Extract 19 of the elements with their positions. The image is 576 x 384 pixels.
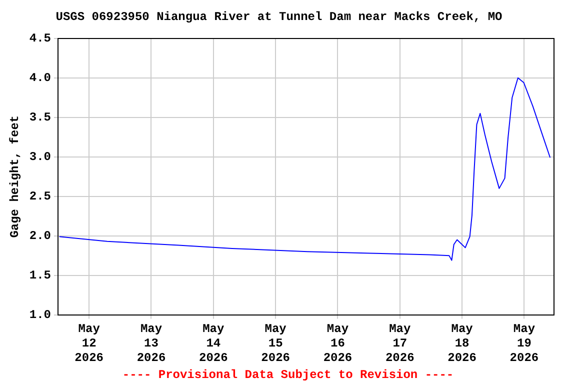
y-tick-label: 4.5	[29, 31, 52, 46]
y-tick-label: 3.0	[29, 150, 52, 164]
x-tick-label: May 15 2026	[261, 322, 290, 365]
y-tick-label: 3.5	[29, 110, 52, 124]
y-tick-label: 1.5	[29, 268, 52, 282]
y-tick-label: 1.0	[29, 308, 52, 322]
x-tick-label: May 12 2026	[74, 322, 104, 365]
y-tick-label: 4.0	[29, 70, 52, 85]
x-tick-label: May 18 2026	[448, 322, 476, 365]
y-tick-label: 2.0	[29, 228, 52, 243]
x-tick-label: May 14 2026	[199, 322, 228, 365]
text: ---- Provisional Data Subject to Revision ----	[122, 368, 454, 382]
y-axis-title: Gage height, feet	[8, 115, 22, 238]
x-tick-label: May 19 2026	[510, 322, 539, 365]
x-tick-label: May 17 2026	[385, 322, 414, 365]
y-tick-label: 2.5	[29, 189, 52, 204]
x-tick-label: May 13 2026	[136, 322, 166, 365]
x-tick-label: May 16 2026	[323, 322, 352, 365]
chart-title: USGS 06923950 Niangua River at Tunnel Dam near Macks Creek, MO	[56, 10, 502, 24]
